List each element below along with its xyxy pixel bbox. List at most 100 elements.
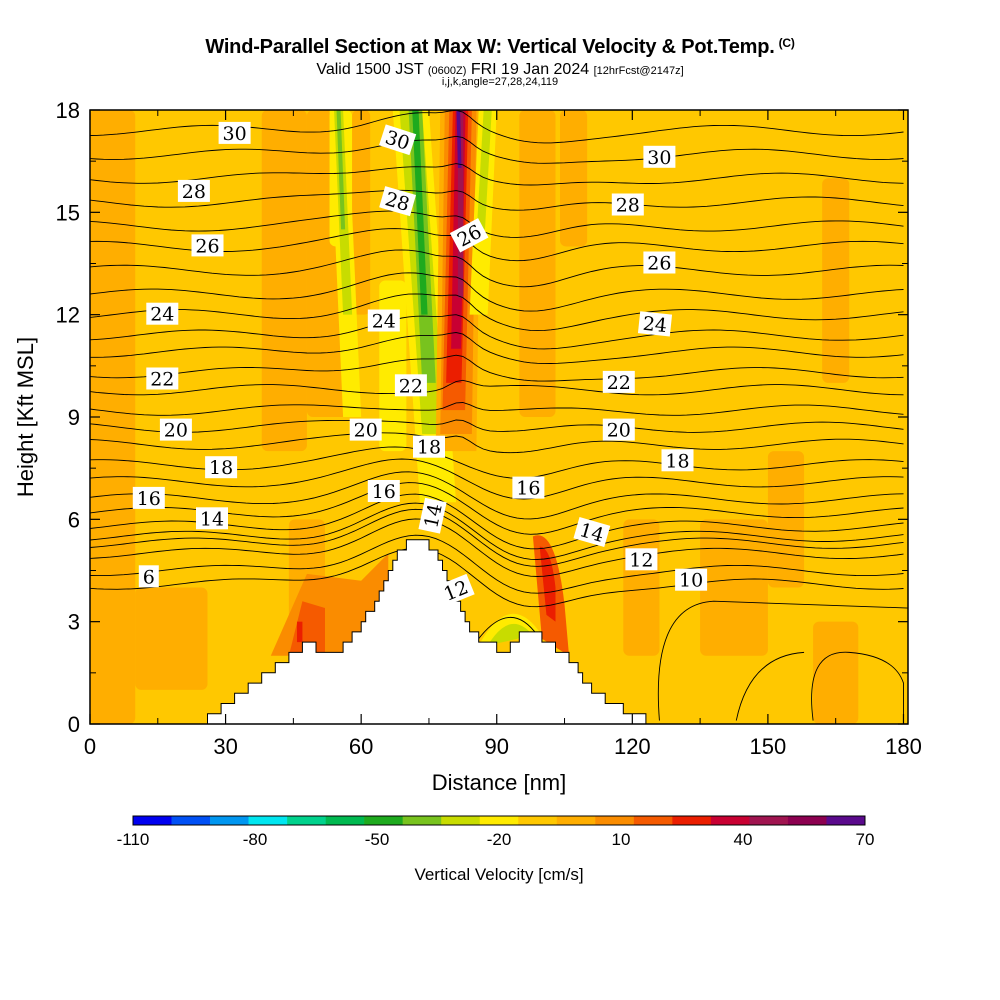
x-tick-label: 180: [885, 734, 922, 759]
y-axis-label: Height [Kft MSL]: [13, 337, 38, 497]
field-patch: [700, 519, 768, 656]
isentrope-line: [90, 458, 904, 500]
contour-label: 10: [675, 568, 708, 592]
contour-label: 6: [138, 565, 159, 588]
isentrope-line: [90, 419, 904, 433]
contour-label-bg: [132, 486, 165, 509]
contour-label-text: 18: [209, 457, 233, 479]
colorbar-swatch: [287, 816, 326, 825]
contour-label-text: 24: [372, 311, 396, 333]
contour-label-text: 20: [164, 420, 188, 442]
contour-label-bg: [643, 251, 676, 274]
contour-label: 18: [205, 456, 238, 479]
contour-label-text: 14: [420, 502, 447, 530]
contour-label: 20: [159, 418, 192, 442]
isentrope-line: [90, 547, 904, 608]
contour-label-text: 26: [647, 253, 671, 275]
isentrope-line: [90, 502, 904, 560]
contour-label: 22: [394, 374, 427, 397]
y-tick-label: 0: [68, 712, 80, 737]
isentrope-line: [90, 210, 904, 238]
contour-label-bg: [218, 121, 251, 144]
colorbar-swatch: [402, 816, 442, 825]
colorbar-swatch: [595, 816, 635, 825]
contour-label: 28: [611, 193, 644, 217]
contour-label-bg: [602, 370, 635, 393]
field-patch: [813, 621, 859, 724]
field-patch: [135, 587, 208, 690]
contour-label: 28: [379, 186, 416, 217]
contour-label: 24: [146, 302, 179, 326]
contour-label: 20: [602, 418, 635, 442]
isentrope-line: [657, 600, 908, 721]
x-tick-label: 150: [750, 734, 787, 759]
isentrope-line: [90, 293, 904, 332]
colorbar-label: Vertical Velocity [cm/s]: [414, 865, 583, 884]
colorbar-tick-label: -110: [117, 830, 150, 849]
contour-label-text: 28: [616, 195, 640, 217]
contour-label-bg: [159, 418, 192, 441]
colorbar-swatch: [710, 816, 750, 825]
x-axis-label: Distance [nm]: [432, 770, 567, 795]
contour-label: 16: [512, 476, 545, 500]
contour-label: 24: [637, 311, 673, 337]
contour-label-bg: [637, 311, 673, 337]
contour-label-bg: [349, 418, 382, 441]
isentrope-line: [90, 534, 904, 594]
isentrope-line: [90, 508, 904, 567]
y-tick-label: 12: [56, 303, 80, 328]
contour-label: 24: [367, 309, 400, 333]
chart-params: i,j,k,angle=27,28,24,119: [441, 76, 559, 88]
field-patch: [487, 623, 533, 646]
contour-label: 26: [191, 234, 224, 257]
contour-label-text: 22: [399, 375, 423, 397]
field-patch: [519, 110, 556, 417]
contour-label: 30: [643, 145, 676, 169]
field-plume: [336, 110, 346, 230]
isentrope-line: [90, 471, 904, 520]
contour-label-text: 30: [647, 147, 671, 169]
contour-label: 28: [177, 179, 210, 203]
contour-label-bg: [436, 573, 475, 607]
chart-title: Wind-Parallel Section at Max W: Vertical…: [205, 36, 795, 58]
contour-label-text: 16: [516, 478, 540, 500]
colorbar-tick-label: 40: [734, 830, 753, 849]
contour-label-text: 16: [137, 488, 161, 510]
field-patch: [560, 110, 588, 247]
colorbar-swatch: [633, 816, 673, 825]
colorbar-tick-label: 70: [856, 830, 875, 849]
colorbar: -110 -80 -50 -20 10 40 70: [117, 815, 875, 849]
contour-label-bg: [378, 124, 417, 156]
y-tick-label: 18: [56, 98, 80, 123]
colorbar-swatch: [518, 816, 558, 825]
colorbar-tick-label: -80: [243, 830, 268, 849]
y-tick-label: 3: [68, 610, 80, 635]
y-tick-label: 9: [68, 405, 80, 430]
colorbar-tick-label: -50: [365, 830, 390, 849]
field-patch: [379, 280, 407, 452]
contour-label: 22: [602, 370, 635, 394]
isentrope-line: [90, 402, 904, 416]
contour-label-bg: [205, 456, 238, 479]
isentrope-line: [90, 314, 904, 350]
contour-label-bg: [418, 497, 447, 534]
field-plume: [456, 110, 462, 168]
contour-label-bg: [146, 302, 179, 325]
colorbar-swatch: [441, 816, 481, 825]
field-patch: [822, 178, 850, 383]
contour-label-bg: [602, 418, 635, 441]
isentrope-line: [735, 651, 805, 721]
contour-label-bg: [367, 309, 400, 332]
colorbar-swatch: [672, 816, 712, 825]
contour-label-text: 22: [607, 372, 631, 394]
contour-label: 16: [132, 486, 165, 510]
contour-label: 14: [418, 497, 447, 534]
contour-label-text: 22: [150, 369, 174, 391]
isentrope-line: [90, 228, 904, 262]
colorbar-swatch: [364, 816, 403, 825]
isentrope-line: [90, 354, 904, 382]
contour-label-bg: [367, 480, 400, 502]
contour-label-text: 12: [629, 549, 653, 571]
contour-label-text: 10: [679, 570, 703, 592]
